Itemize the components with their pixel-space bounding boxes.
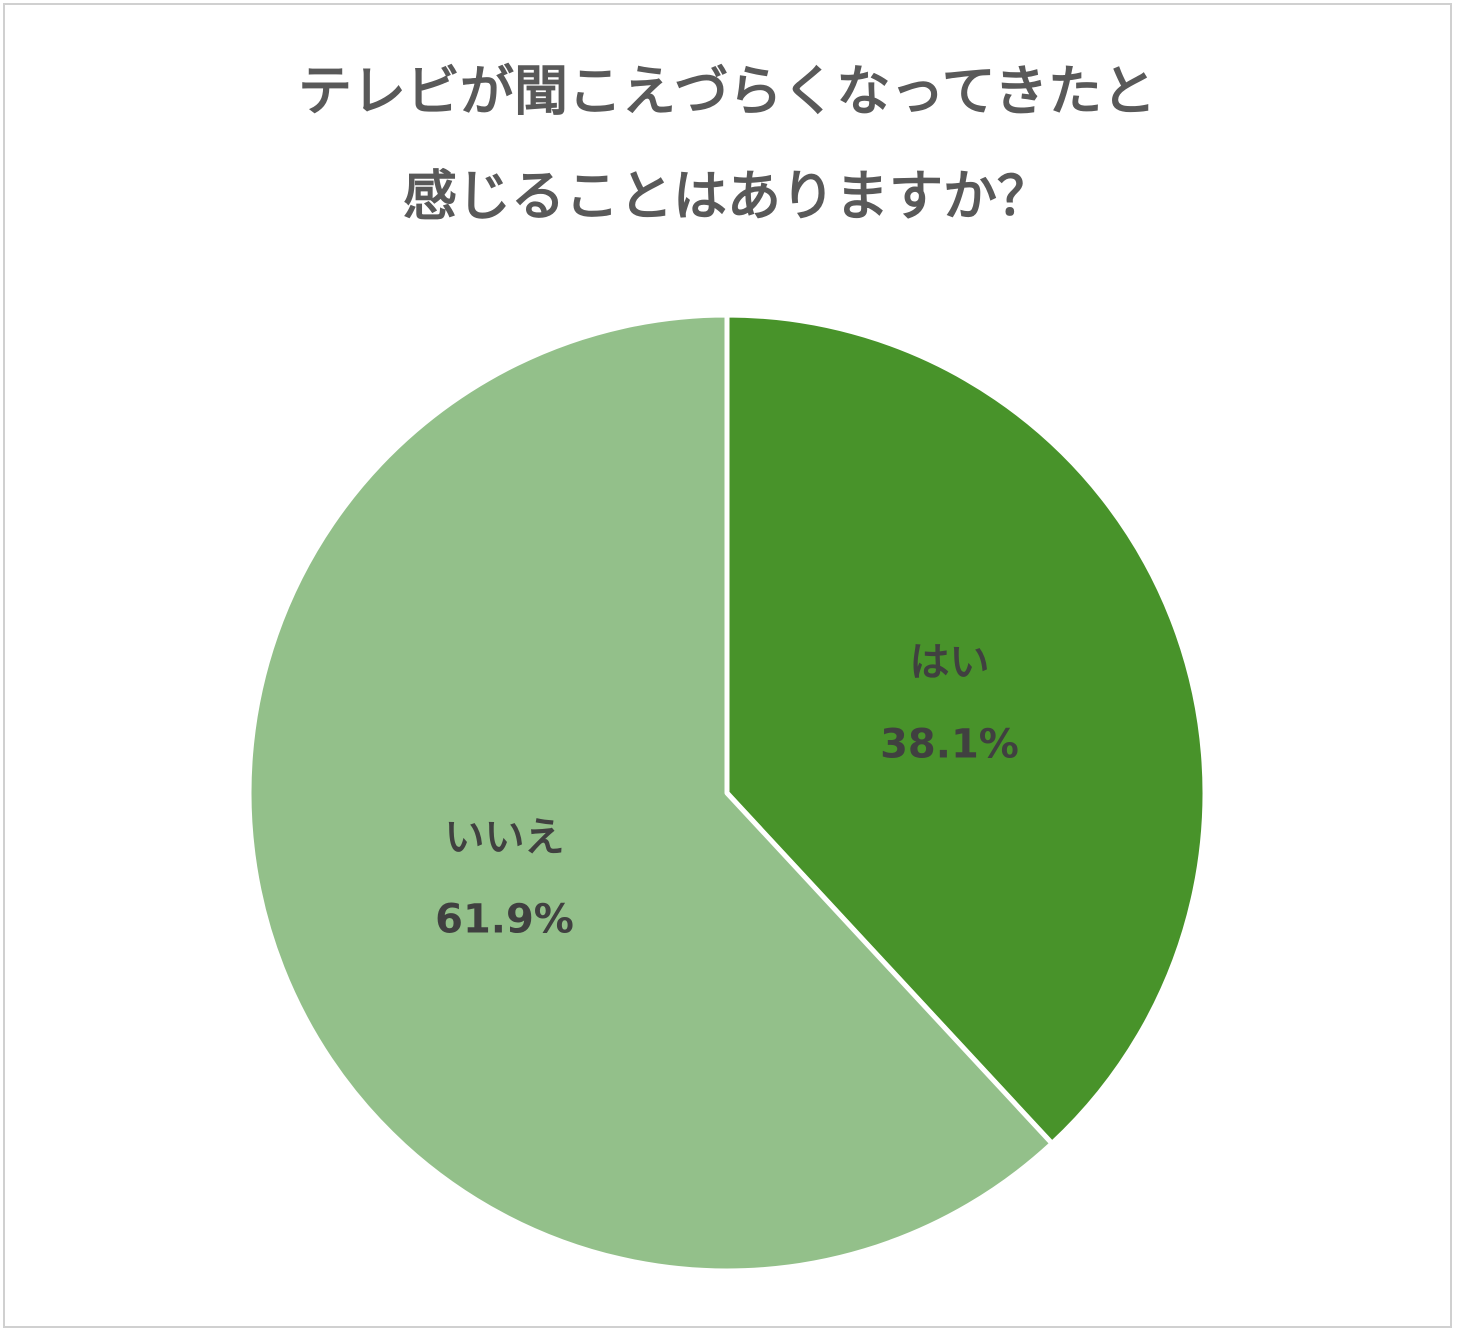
pie-slice bbox=[724, 312, 1208, 1146]
slice-value-label: 61.9% bbox=[435, 896, 574, 942]
chart-title: テレビが聞こえづらくなってきたと bbox=[298, 60, 1156, 123]
slice-category-label: いいえ bbox=[445, 814, 565, 860]
slice-value-label: 38.1% bbox=[880, 722, 1019, 768]
chart-title: 感じることはありますか？ bbox=[403, 165, 1051, 228]
pie-slice bbox=[246, 312, 1055, 1274]
slice-category-label: はい bbox=[909, 640, 989, 686]
